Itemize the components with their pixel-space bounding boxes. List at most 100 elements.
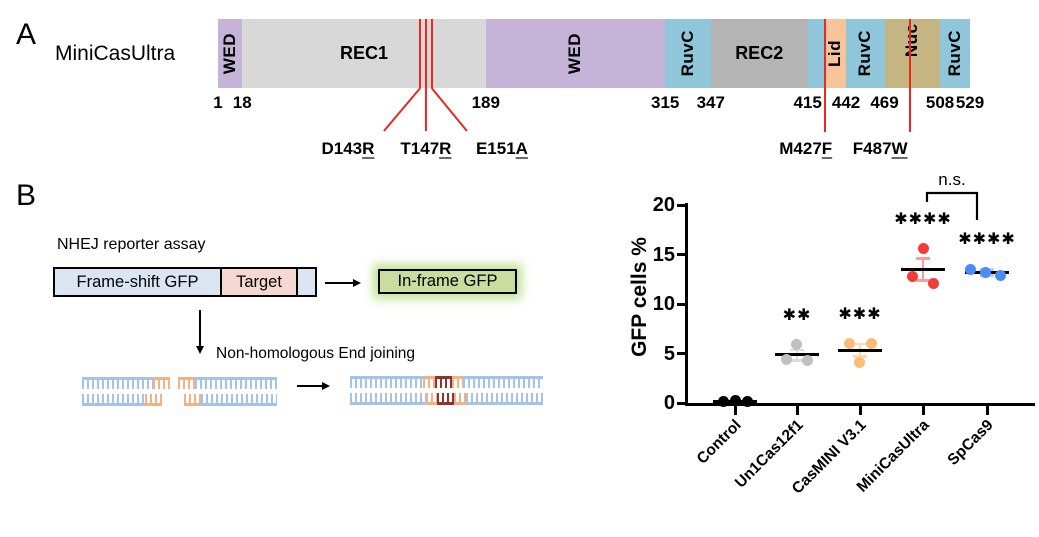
x-axis: [685, 403, 1035, 406]
y-tick: [677, 352, 685, 355]
dna-top-break_end: [423, 376, 435, 388]
dna-diagram: [82, 376, 543, 406]
dna-bottom-break_end: [426, 393, 437, 405]
data-point: [780, 354, 792, 366]
dna-bottom-strand: [466, 393, 543, 405]
x-tick: [733, 406, 737, 415]
y-tick-label: 5: [663, 342, 675, 365]
dna-top-strand: [195, 377, 277, 389]
residue-number: 415: [793, 93, 822, 112]
arrow-right-shaft: [325, 282, 353, 284]
domain-RuvC-3: RuvC: [665, 19, 711, 88]
data-point: [801, 354, 813, 366]
x-tick: [985, 406, 989, 415]
y-tick-label: 20: [652, 194, 675, 216]
x-tick: [921, 406, 925, 415]
dna-top-insertion: [435, 376, 452, 388]
dna-arrow-shaft: [297, 385, 322, 387]
y-tick: [677, 253, 685, 256]
dna-top-break_end: [178, 377, 195, 389]
data-point: [917, 243, 929, 255]
domain-WED-0: WED: [218, 19, 243, 88]
residue-number: 469: [870, 93, 899, 112]
ns-label: n.s.: [938, 170, 966, 189]
data-point: [979, 266, 991, 278]
error-cap-top: [916, 257, 930, 260]
dna-top-strand: [350, 376, 423, 388]
data-point: [906, 271, 918, 283]
error-cap-bottom: [853, 355, 867, 358]
dna-bottom-break_end: [184, 394, 201, 406]
dna-arrow-icon: [322, 381, 330, 390]
residue-number: 18: [232, 93, 252, 112]
dna-bottom-break_end: [454, 393, 466, 405]
in-frame-gfp-label: In-frame GFP: [397, 272, 498, 290]
y-tick: [677, 302, 685, 306]
assay-title: NHEJ reporter assay: [57, 236, 206, 253]
y-tick-label: 10: [652, 293, 675, 315]
mutation-line-T147R: [424, 19, 427, 88]
error-cap-bottom: [916, 279, 930, 282]
domain-label: REC1: [339, 43, 388, 63]
data-point: [853, 357, 865, 369]
x-category-label: Un1Cas12f1: [731, 416, 807, 492]
panel-b-letter: B: [16, 179, 37, 212]
reporter-construct: Frame-shift GFP Target: [53, 267, 317, 297]
error-cap-bottom: [790, 359, 804, 362]
y-tick: [677, 401, 685, 405]
significance-SpCas9: ✱✱✱✱: [958, 229, 1016, 249]
mutation-line-M427F: [823, 19, 826, 132]
residue-number: 189: [471, 93, 500, 112]
mutation-label-E151A: E151A: [475, 139, 528, 158]
construct-segment-spacer: [296, 269, 315, 295]
construct-segment-Target: Target: [220, 269, 296, 295]
x-category-label: MiniCasUltra: [853, 416, 933, 496]
arrow-down-shaft: [199, 310, 201, 346]
x-category-label: CasMINI V3.1: [788, 416, 870, 498]
mutation-label-T147R: T147R: [400, 139, 452, 158]
significance-MiniCasUltra: ✱✱✱✱: [894, 208, 952, 228]
x-category-label: Control: [693, 416, 745, 468]
in-frame-gfp-box: In-frame GFP: [378, 269, 517, 294]
mutation-line-D143R: [419, 19, 422, 88]
construct-segment-Frame-shift GFP: Frame-shift GFP: [55, 269, 220, 295]
panel-a-letter: A: [16, 18, 37, 51]
dna-bottom-strand: [201, 394, 277, 406]
x-category-label: SpCas9: [944, 416, 997, 469]
residue-number: 508: [925, 93, 955, 112]
mutation-line-F487W: [909, 19, 912, 132]
dna-bottom-strand: [350, 393, 426, 405]
y-tick-label: 0: [663, 392, 675, 414]
dna-top-strand: [82, 377, 153, 389]
residue-number: 1: [213, 93, 223, 112]
domain-Lid-6: Lid: [824, 19, 847, 88]
domain-label: REC2: [735, 43, 784, 63]
error-cap-top: [853, 342, 867, 346]
domain-map: WED REC1 WED RuvC REC2 Lid RuvC Nuc RuvC 1 18 189 31…: [0, 0, 1039, 170]
dna-bottom-break_end: [145, 394, 162, 406]
mutation-label-F487W: F487W: [852, 139, 908, 158]
significance-CasMINI V3.1: ✱✱✱: [838, 303, 882, 323]
data-point: [865, 338, 877, 350]
process-label: Non-homologous End joining: [216, 345, 416, 362]
dna-bottom-insertion: [437, 393, 454, 405]
dna-bottom-strand: [82, 394, 145, 406]
mean-line: [901, 267, 945, 271]
dna-top-break_end: [153, 377, 170, 389]
residue-number: 442: [831, 93, 861, 112]
arrow-down-icon: [195, 346, 204, 354]
domain-REC2-4: REC2: [710, 19, 808, 88]
mutation-label-M427F: M427F: [779, 139, 833, 158]
dna-top-strand: [463, 376, 543, 388]
arrow-right-icon: [353, 278, 361, 287]
data-point: [927, 277, 939, 289]
domain-Nuc-8: Nuc: [884, 19, 941, 88]
domain-linker-5: [807, 19, 825, 88]
data-point: [994, 269, 1006, 281]
data-point: [729, 395, 741, 407]
data-point: [843, 338, 855, 350]
y-tick-label: 15: [652, 243, 675, 266]
dna-top-break_end: [452, 376, 463, 388]
